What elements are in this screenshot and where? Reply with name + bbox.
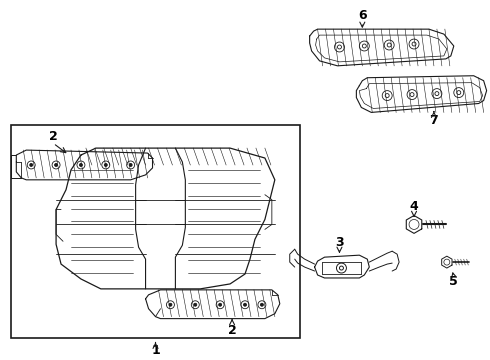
Circle shape — [244, 303, 246, 306]
Circle shape — [194, 303, 197, 306]
Circle shape — [169, 303, 172, 306]
Circle shape — [79, 163, 82, 166]
Text: 3: 3 — [335, 236, 344, 249]
Circle shape — [219, 303, 221, 306]
Bar — [11, 125, 300, 338]
Text: 2: 2 — [49, 130, 57, 143]
Text: 6: 6 — [358, 9, 367, 22]
Text: 5: 5 — [449, 275, 458, 288]
Circle shape — [30, 163, 33, 166]
Circle shape — [129, 163, 132, 166]
Text: 2: 2 — [228, 324, 237, 337]
Circle shape — [104, 163, 107, 166]
Circle shape — [54, 163, 57, 166]
Text: 4: 4 — [410, 200, 418, 213]
Circle shape — [260, 303, 264, 306]
Text: 7: 7 — [430, 114, 438, 127]
Text: 1: 1 — [151, 344, 160, 357]
